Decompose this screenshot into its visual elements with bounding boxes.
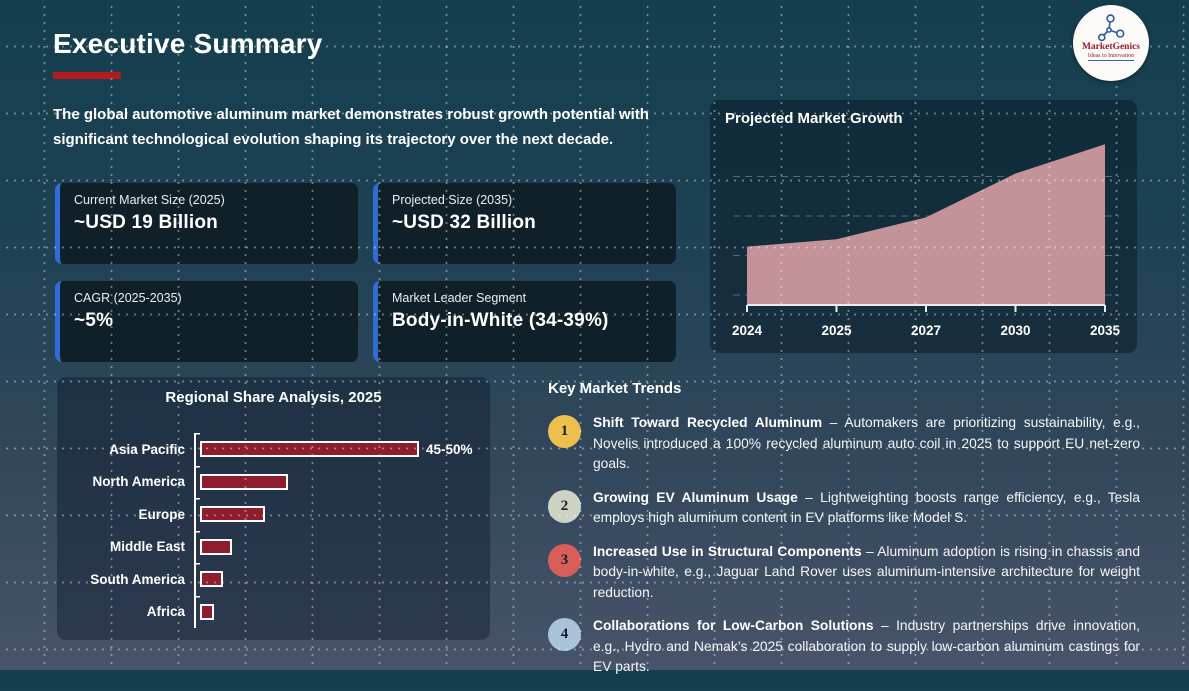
molecule-icon [1098,14,1125,42]
bar-value-label: 45-50% [426,441,473,457]
trend-body: – Aluminum adoption is rising in chassis… [593,543,1140,600]
bar-axis [194,498,200,531]
stat-label: Projected Size (2035) [392,193,513,207]
stat-card-2: CAGR (2025-2035) ~5% [55,281,358,362]
regional-bars: Asia Pacific 45-50% North America Europe Mid… [57,433,490,628]
bar-axis [194,465,200,498]
bar-fill [200,538,233,555]
bar-row-north-america: North America [57,465,490,498]
stat-card-1: Projected Size (2035) ~USD 32 Billion [373,183,676,264]
stat-cards: Current Market Size (2025) ~USD 19 Billio… [55,183,676,362]
x-axis-label: 2030 [1000,323,1030,338]
stat-value: ~USD 32 Billion [392,212,536,233]
bar-category-label: Asia Pacific [109,441,185,457]
bar-fill [200,571,224,588]
bar-fill [200,473,288,490]
bar-row-middle-east: Middle East [57,530,490,563]
stat-label: Current Market Size (2025) [74,193,225,207]
page-title: Executive Summary [53,28,323,59]
trend-item-2: 2 Growing EV Aluminum Usage – Lightweight… [548,488,1140,529]
bar-axis [194,563,200,596]
growth-chart-title: Projected Market Growth [725,110,903,127]
trend-number-badge: 2 [548,489,581,523]
trend-title: Growing EV Aluminum Usage [593,489,798,505]
trend-number-badge: 4 [548,618,581,651]
bar-row-europe: Europe [57,498,490,531]
projected-growth-area-chart: 2024 2025 2027 2030 2035 [732,144,1121,338]
bar-category-label: Africa [146,604,185,620]
bar-category-label: South America [90,571,185,587]
bar-fill [200,603,214,620]
stat-label: CAGR (2025-2035) [74,291,182,305]
trend-number-badge: 3 [548,543,581,577]
trend-title: Collaborations for Low-Carbon Solutions [593,618,874,633]
x-axis-label: 2027 [911,323,941,338]
trend-item-3: 3 Increased Use in Structural Components … [548,542,1140,604]
stat-card-0: Current Market Size (2025) ~USD 19 Billio… [55,183,358,264]
bar-row-africa: Africa [57,595,490,628]
stat-card-3: Market Leader Segment Body-in-White (34-3… [373,281,676,362]
stat-label: Market Leader Segment [392,291,527,305]
trend-number-badge: 1 [548,415,581,448]
brand-tagline: Ideas to Innovation [1087,53,1135,61]
x-axis-label: 2024 [732,323,763,338]
bar-row-asia-pacific: Asia Pacific 45-50% [57,433,490,466]
trend-text: Collaborations for Low-Carbon Solutions … [593,616,1140,678]
trend-item-1: 1 Shift Toward Recycled Aluminum – Automa… [548,413,1140,475]
bar-fill [200,441,419,458]
bar-axis [194,595,200,628]
trend-body: – Automakers are prioritizing sustainabi… [593,415,1140,471]
intro-text: The global automotive aluminum market de… [53,106,649,148]
stat-value: Body-in-White (34-39%) [392,310,609,331]
bar-axis [194,433,200,466]
trend-list: 1 Shift Toward Recycled Aluminum – Automa… [548,413,1140,678]
bar-row-south-america: South America [57,563,490,596]
regional-share-panel: Regional Share Analysis, 2025 Asia Pacif… [57,377,490,640]
bar-category-label: Middle East [109,539,185,555]
key-market-trends: Key Market Trends 1 Shift Toward Recycled… [548,380,1140,691]
bar-fill [200,506,265,523]
bar-category-label: Europe [138,506,185,522]
trend-item-4: 4 Collaborations for Low-Carbon Solutions… [548,616,1140,678]
regional-chart-title: Regional Share Analysis, 2025 [165,389,382,406]
trend-text: Shift Toward Recycled Aluminum – Automak… [593,413,1140,475]
trend-text: Increased Use in Structural Components –… [593,542,1140,604]
trend-title: Increased Use in Structural Components [593,543,862,559]
stat-value: ~5% [74,310,114,331]
title-underline [53,72,121,79]
projected-growth-panel: Projected Market Growth 2024 2025 2027 2030… [710,100,1137,353]
trend-title: Shift Toward Recycled Aluminum [593,415,823,430]
stat-value: ~USD 19 Billion [74,212,218,233]
trends-heading: Key Market Trends [548,380,682,397]
brand-name: MarketGenics [1081,42,1141,52]
area-series [747,144,1105,305]
brand-logo: MarketGenics Ideas to Innovation [1073,5,1149,81]
x-axis-label: 2025 [821,323,852,338]
x-axis-label: 2035 [1090,323,1121,338]
trend-text: Growing EV Aluminum Usage – Lightweighti… [593,488,1140,529]
trend-body: – Lightweighting boosts range efficiency… [593,489,1140,526]
bar-category-label: North America [92,474,185,490]
bar-axis [194,530,200,563]
